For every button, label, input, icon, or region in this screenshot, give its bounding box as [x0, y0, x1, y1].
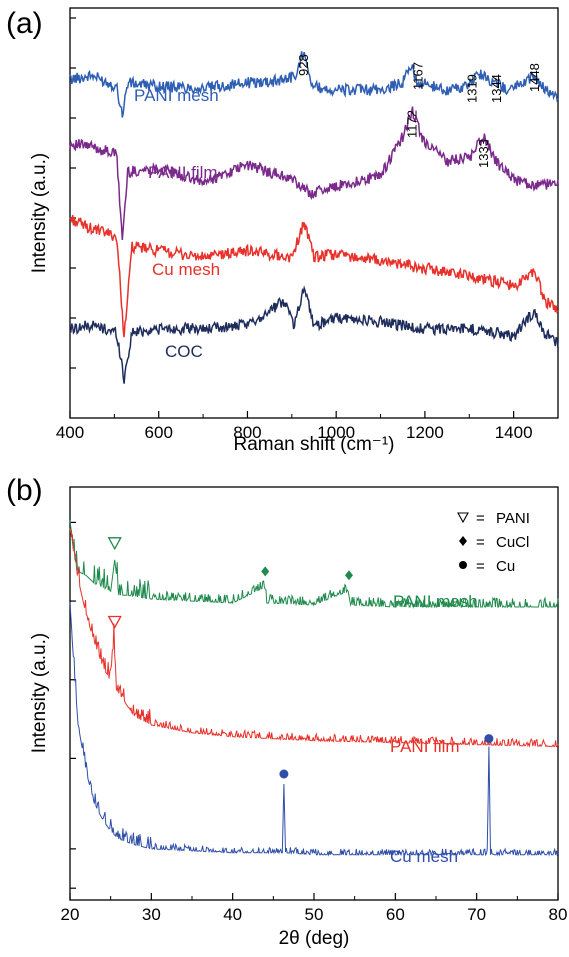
- panel-a-xtick-label: 600: [145, 423, 173, 442]
- legend-diamond-icon: [459, 536, 467, 546]
- legend-equals: =: [476, 534, 485, 551]
- panel-a-xtick-label: 800: [233, 423, 261, 442]
- panel-b-label: (b): [6, 474, 43, 507]
- series-line-cu-mesh-a: [69, 214, 559, 338]
- panel-b-xlabel: 2θ (deg): [279, 928, 350, 949]
- panel-b-frame: [69, 486, 559, 901]
- panel-a-frame: [69, 7, 559, 419]
- panel-a-xtick-label: 1400: [495, 423, 533, 442]
- panel-a-ticks: 400 600 800 1000 1200 1400: [56, 17, 533, 442]
- panel-a-xtick-label: 1200: [406, 423, 444, 442]
- panel-b-ylabel: Intensity (a.u.): [29, 633, 50, 753]
- panel-b-xtick-label: 40: [223, 905, 242, 924]
- panel-b-peak-markers: [107, 537, 494, 779]
- panel-b-series-labels: PANI mesh PANI film Cu mesh: [390, 592, 478, 866]
- peak-label-1333: 1333: [476, 139, 491, 168]
- series-line-pani-film-b: [69, 528, 559, 748]
- panel-b-xtick-label: 20: [61, 905, 80, 924]
- peak-label-928: 928: [296, 54, 311, 76]
- legend-label-cu: Cu: [496, 558, 515, 575]
- legend-triangle-icon: [457, 512, 469, 524]
- legend-dot-icon: [459, 561, 467, 569]
- marker-cucl: [344, 570, 353, 581]
- peak-label-1448: 1448: [527, 63, 542, 92]
- marker-cu: [484, 734, 494, 744]
- panel-b-series: [69, 520, 559, 857]
- legend-label-cucl: CuCl: [496, 534, 529, 551]
- marker-cucl: [261, 566, 270, 577]
- label-cu-mesh-b: Cu mesh: [390, 847, 458, 866]
- peak-label-1167: 1167: [410, 62, 425, 90]
- panel-b-xtick-label: 30: [142, 905, 161, 924]
- legend-equals: =: [476, 510, 485, 527]
- marker-cu: [279, 769, 289, 779]
- panel-b-xtick-label: 80: [549, 905, 568, 924]
- peak-label-1172: 1172: [404, 110, 419, 138]
- panel-b-xrd: (b) 20 30 40 50 60 70 80 PANI mesh PANI film C…: [6, 474, 567, 949]
- panel-a-peak-labels: 928 1167 1172 1319 1344 1448 1333: [296, 54, 542, 168]
- series-line-pani-mesh-b: [69, 520, 559, 609]
- legend-label-pani: PANI: [496, 510, 530, 527]
- label-pani-mesh-b: PANI mesh: [393, 592, 478, 611]
- panel-b-ticks: 20 30 40 50 60 70 80: [61, 521, 568, 924]
- series-line-coc-a: [69, 285, 559, 384]
- label-cu-mesh-a: Cu mesh: [152, 260, 220, 279]
- panel-a-xtick-label: 400: [56, 423, 84, 442]
- panel-b-xtick-label: 50: [305, 905, 324, 924]
- panel-b-legend: = PANI = CuCl = Cu: [457, 510, 530, 575]
- panel-b-xtick-label: 60: [386, 905, 405, 924]
- legend-equals: =: [476, 558, 485, 575]
- series-line-cu-mesh-b: [69, 601, 559, 857]
- series-line-pani-film-a: [69, 106, 559, 240]
- marker-pani: [107, 537, 122, 551]
- panel-a-ylabel: Intensity (a.u.): [29, 153, 50, 273]
- panel-a-label: (a): [6, 7, 43, 40]
- marker-pani: [107, 615, 122, 629]
- peak-label-1319: 1319: [465, 74, 480, 103]
- label-coc-a: COC: [165, 342, 203, 361]
- panel-b-xtick-label: 70: [467, 905, 486, 924]
- peak-label-1344: 1344: [489, 74, 504, 103]
- label-pani-film-a: PANI film: [148, 163, 218, 182]
- series-line-pani-mesh-a: [69, 51, 559, 118]
- label-pani-film-b: PANI film: [390, 737, 460, 756]
- panel-a-raman: (a) 400 600 800 1000 1200 1400 PANI mesh PANI…: [6, 7, 559, 455]
- panel-a-series-labels: PANI mesh PANI film Cu mesh COC: [134, 86, 220, 361]
- panel-a-xlabel: Raman shift (cm⁻¹): [234, 434, 395, 455]
- label-pani-mesh-a: PANI mesh: [134, 86, 219, 105]
- panel-a-series: [69, 51, 559, 384]
- panel-a-xtick-label: 1000: [317, 423, 355, 442]
